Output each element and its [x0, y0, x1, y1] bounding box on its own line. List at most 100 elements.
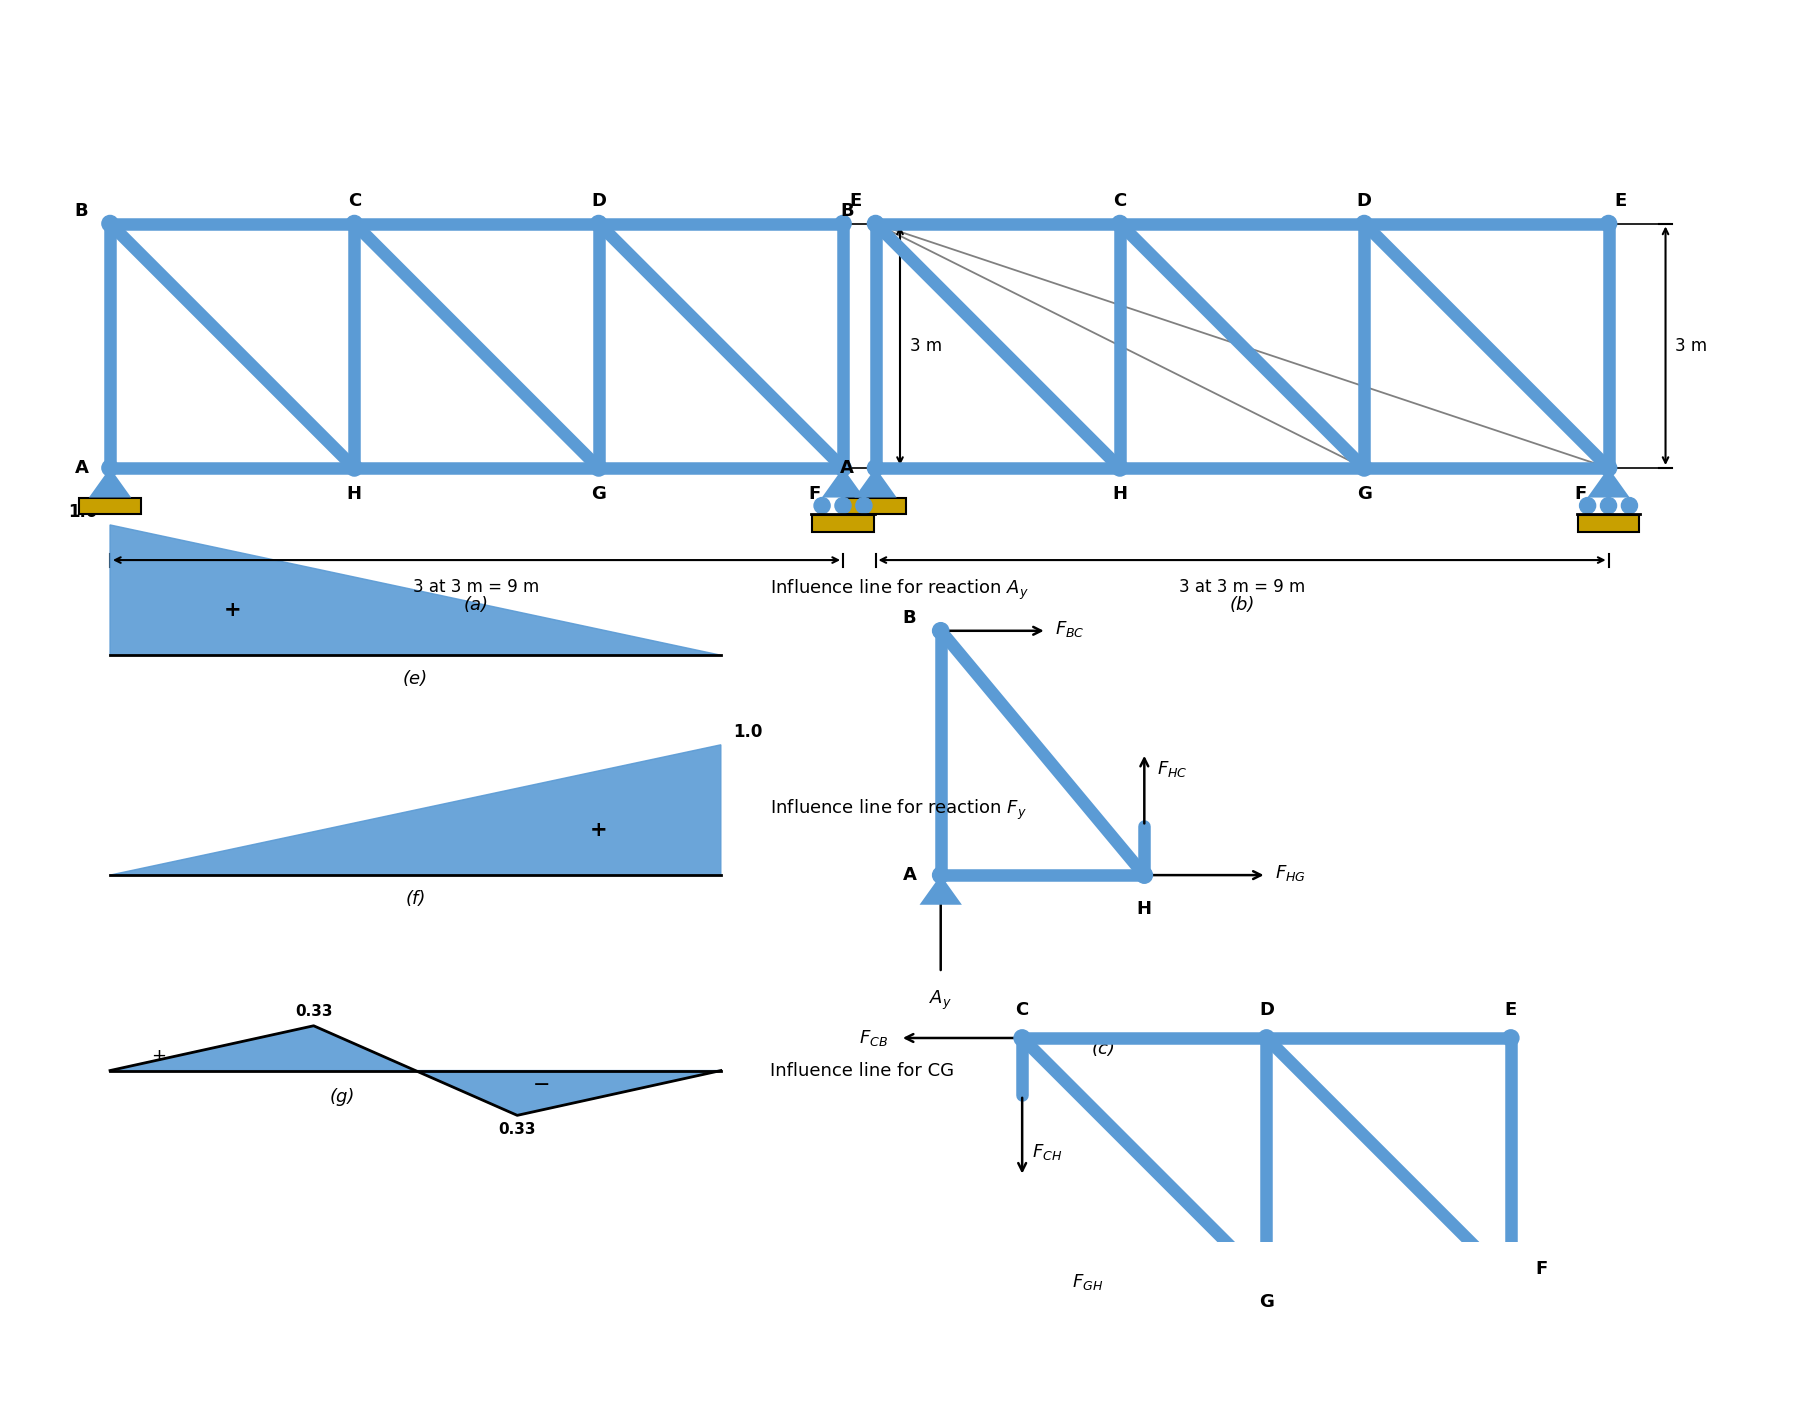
Bar: [844, 497, 905, 514]
Circle shape: [1600, 215, 1616, 232]
Text: $F_{BC}$: $F_{BC}$: [1055, 620, 1084, 639]
Text: $F_{CH}$: $F_{CH}$: [1031, 1142, 1062, 1162]
Circle shape: [868, 460, 884, 476]
Polygon shape: [823, 467, 864, 497]
Circle shape: [1622, 497, 1638, 514]
Circle shape: [1503, 1274, 1519, 1291]
Circle shape: [1600, 460, 1616, 476]
Text: +: +: [590, 821, 607, 841]
Text: $F_{HC}$: $F_{HC}$: [1157, 759, 1188, 779]
Text: D: D: [590, 191, 607, 210]
Text: $F_{HG}$: $F_{HG}$: [1274, 863, 1305, 883]
Circle shape: [1355, 460, 1372, 476]
Text: +: +: [151, 1048, 166, 1064]
Text: 0.33: 0.33: [499, 1122, 536, 1136]
Circle shape: [1112, 460, 1129, 476]
Circle shape: [103, 215, 119, 232]
Circle shape: [868, 215, 884, 232]
Polygon shape: [1588, 467, 1629, 497]
Text: A: A: [841, 459, 853, 477]
Text: F: F: [1535, 1260, 1548, 1278]
Polygon shape: [920, 876, 961, 905]
Text: H: H: [1112, 484, 1127, 503]
Circle shape: [346, 460, 362, 476]
Text: G: G: [1258, 1293, 1274, 1311]
Circle shape: [346, 215, 362, 232]
Circle shape: [1600, 497, 1616, 514]
Text: G: G: [590, 484, 607, 503]
Text: A: A: [902, 866, 916, 884]
Bar: [79, 497, 140, 514]
Circle shape: [1013, 1029, 1030, 1046]
Circle shape: [814, 497, 830, 514]
Circle shape: [1112, 215, 1129, 232]
Circle shape: [1481, 1312, 1498, 1328]
Polygon shape: [88, 467, 131, 497]
Circle shape: [835, 497, 851, 514]
Circle shape: [1503, 1312, 1519, 1328]
Text: $A_y$: $A_y$: [929, 990, 952, 1012]
Polygon shape: [110, 1026, 416, 1070]
Text: 3 at 3 m = 9 m: 3 at 3 m = 9 m: [414, 579, 540, 596]
Text: G: G: [1357, 484, 1372, 503]
Circle shape: [1355, 215, 1372, 232]
Text: (f): (f): [405, 890, 425, 908]
Circle shape: [1503, 1029, 1519, 1046]
Text: $F_{GH}$: $F_{GH}$: [1073, 1273, 1103, 1293]
Circle shape: [1136, 867, 1152, 883]
Text: E: E: [1505, 1001, 1517, 1019]
Text: F: F: [808, 484, 821, 503]
Circle shape: [932, 622, 949, 639]
Bar: [812, 515, 873, 532]
Text: (e): (e): [403, 670, 428, 687]
Text: E: E: [850, 191, 862, 210]
Text: C: C: [347, 191, 362, 210]
Polygon shape: [416, 1070, 720, 1115]
Text: (g): (g): [329, 1087, 355, 1105]
Text: B: B: [902, 608, 916, 627]
Text: B: B: [841, 203, 853, 221]
Polygon shape: [110, 745, 720, 876]
Bar: [1579, 515, 1640, 532]
Polygon shape: [855, 467, 896, 497]
Text: 0.33: 0.33: [295, 1004, 333, 1019]
Text: Influence line for CG: Influence line for CG: [770, 1062, 954, 1080]
Polygon shape: [110, 525, 720, 655]
Text: D: D: [1258, 1001, 1274, 1019]
Text: E: E: [1615, 191, 1627, 210]
Text: 3 at 3 m = 9 m: 3 at 3 m = 9 m: [1179, 579, 1305, 596]
Circle shape: [1523, 1312, 1539, 1328]
Text: D: D: [1357, 191, 1372, 210]
Circle shape: [1580, 497, 1595, 514]
Text: H: H: [1138, 900, 1152, 918]
Circle shape: [590, 215, 607, 232]
Circle shape: [103, 460, 119, 476]
Text: C: C: [1015, 1001, 1030, 1019]
Text: (c): (c): [1091, 1041, 1116, 1059]
Circle shape: [932, 867, 949, 883]
Polygon shape: [1490, 1283, 1532, 1312]
Text: 3 m: 3 m: [909, 337, 941, 355]
Text: $F_{CB}$: $F_{CB}$: [859, 1028, 887, 1048]
Text: F: F: [1573, 484, 1586, 503]
Text: (a): (a): [464, 596, 490, 614]
Circle shape: [1258, 1274, 1274, 1291]
Text: 1.0: 1.0: [733, 722, 763, 741]
Text: A: A: [74, 459, 88, 477]
Text: Influence line for reaction $A_y$: Influence line for reaction $A_y$: [770, 577, 1028, 603]
Text: −: −: [533, 1076, 551, 1095]
Text: 1.0: 1.0: [68, 503, 97, 521]
Text: B: B: [76, 203, 88, 221]
Text: (b): (b): [1229, 596, 1255, 614]
Text: C: C: [1112, 191, 1127, 210]
Circle shape: [835, 215, 851, 232]
Circle shape: [1258, 1029, 1274, 1046]
Circle shape: [590, 460, 607, 476]
Circle shape: [855, 497, 871, 514]
Text: Influence line for reaction $F_y$: Influence line for reaction $F_y$: [770, 798, 1026, 822]
Text: +: +: [223, 600, 241, 621]
Text: H: H: [347, 484, 362, 503]
Text: 3 m: 3 m: [1676, 337, 1708, 355]
Bar: [1480, 1329, 1541, 1346]
Circle shape: [835, 460, 851, 476]
